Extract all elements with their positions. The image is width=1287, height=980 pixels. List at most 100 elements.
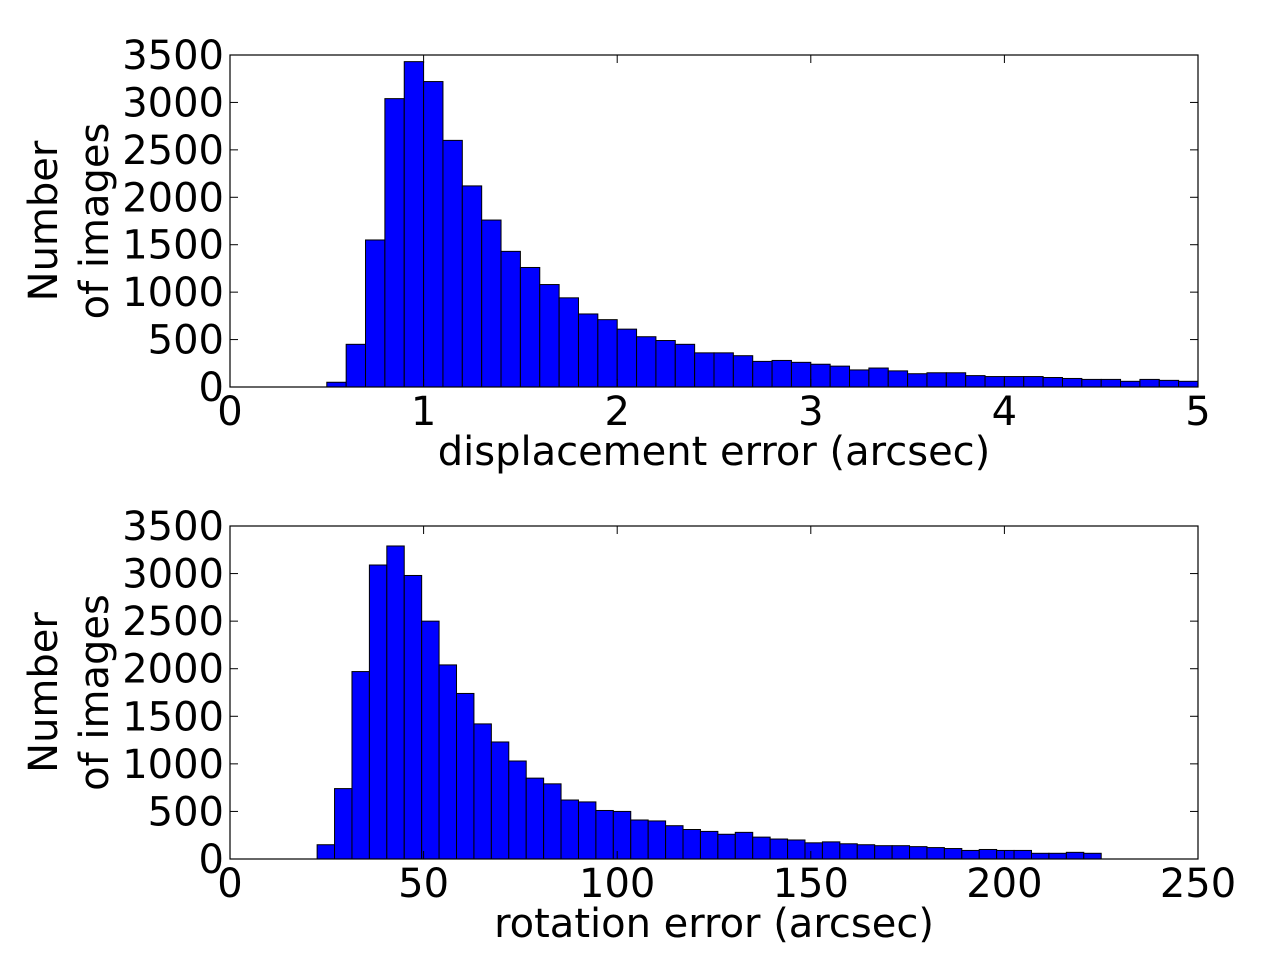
- bar: [508, 760, 527, 860]
- bar: [539, 284, 560, 388]
- bar: [804, 842, 823, 860]
- x-tick-label: 5: [1185, 389, 1210, 435]
- y-tick-label: 2000: [122, 647, 224, 693]
- bar: [456, 692, 475, 860]
- bar: [384, 98, 405, 388]
- x-tick-label: 0: [217, 389, 242, 435]
- bar: [771, 359, 792, 388]
- bar: [887, 370, 909, 388]
- bar: [386, 545, 405, 860]
- bar: [961, 849, 980, 860]
- y-axis-label-line: Number: [21, 140, 67, 301]
- bar: [682, 829, 701, 860]
- bar: [1065, 851, 1085, 860]
- bar: [839, 843, 858, 860]
- bar: [612, 810, 632, 860]
- bar: [403, 61, 425, 388]
- x-axis: 0 50 100 150 200 250: [217, 526, 1236, 907]
- plot-frame: [229, 525, 1199, 860]
- y-tick-label: 1500: [122, 694, 224, 740]
- bar: [868, 367, 889, 388]
- y-axis-label-line: of images: [72, 123, 118, 320]
- bar: [1031, 852, 1050, 860]
- bar: [326, 381, 347, 388]
- bar: [1003, 376, 1025, 388]
- bar: [655, 340, 676, 388]
- bar: [481, 219, 502, 388]
- bar: [636, 336, 657, 388]
- bar: [345, 343, 367, 388]
- bar: [442, 139, 463, 388]
- y-tick-label: 500: [148, 318, 224, 364]
- bar: [351, 671, 370, 860]
- bar: [473, 723, 492, 860]
- bar: [674, 343, 696, 388]
- x-tick-label: 150: [773, 861, 849, 907]
- bar: [787, 839, 806, 860]
- bar: [1081, 378, 1102, 388]
- bar: [461, 185, 483, 388]
- bar: [1048, 852, 1067, 860]
- bar: [1158, 379, 1180, 388]
- bar: [694, 352, 715, 388]
- bar: [1061, 377, 1083, 388]
- y-tick-label: 1000: [122, 742, 224, 788]
- y-tick-label: 3000: [122, 552, 224, 598]
- bar: [1139, 378, 1160, 388]
- y-tick-label: 2500: [122, 599, 224, 645]
- bar: [713, 352, 734, 388]
- y-tick-label: 2000: [122, 175, 224, 221]
- x-tick-label: 100: [579, 861, 655, 907]
- bar: [984, 376, 1005, 388]
- y-tick-label: 1500: [122, 223, 224, 269]
- bar: [438, 664, 458, 860]
- bar: [978, 848, 998, 860]
- bar: [1120, 380, 1141, 388]
- chart-2: 0 50 100 150 200 2500500100015002000250030003…: [21, 504, 1236, 947]
- x-axis-label: rotation error (arcsec): [494, 901, 934, 947]
- bar: [926, 847, 945, 860]
- y-tick-label: 3500: [122, 504, 224, 550]
- y-tick-label: 1000: [122, 270, 224, 316]
- y-tick-label: 500: [148, 789, 224, 835]
- bar: [334, 788, 353, 860]
- bar: [1023, 376, 1044, 388]
- bar: [699, 830, 719, 860]
- y-axis-label-line: Number: [21, 612, 67, 773]
- x-tick-label: 3: [798, 389, 823, 435]
- bar: [734, 831, 754, 860]
- bar: [368, 564, 388, 860]
- y-tick-label: 2500: [122, 128, 224, 174]
- bar: [829, 365, 851, 388]
- bar: [717, 833, 736, 860]
- bar: [365, 239, 386, 388]
- x-tick-label: 250: [1160, 861, 1236, 907]
- bar: [577, 801, 597, 860]
- bar: [647, 820, 667, 860]
- bar: [909, 846, 928, 860]
- x-tick-label: 200: [966, 861, 1042, 907]
- bar: [769, 838, 789, 860]
- bar: [543, 783, 562, 860]
- bar: [732, 355, 754, 388]
- bar: [943, 848, 963, 860]
- plot-frame: [229, 54, 1199, 388]
- bar: [874, 845, 893, 860]
- bar: [856, 844, 876, 860]
- bar: [965, 375, 986, 388]
- bar: [558, 297, 579, 388]
- y-axis-label: Number of images: [21, 123, 118, 320]
- y-tick-label: 3000: [122, 80, 224, 126]
- bar: [752, 836, 771, 860]
- bar: [500, 250, 521, 388]
- x-tick-label: 4: [992, 389, 1017, 435]
- bar: [525, 777, 545, 860]
- bar: [423, 81, 444, 388]
- bar: [665, 825, 684, 860]
- bar: [891, 845, 911, 860]
- bar: [926, 372, 947, 388]
- bar: [945, 372, 967, 388]
- bar: [752, 360, 773, 388]
